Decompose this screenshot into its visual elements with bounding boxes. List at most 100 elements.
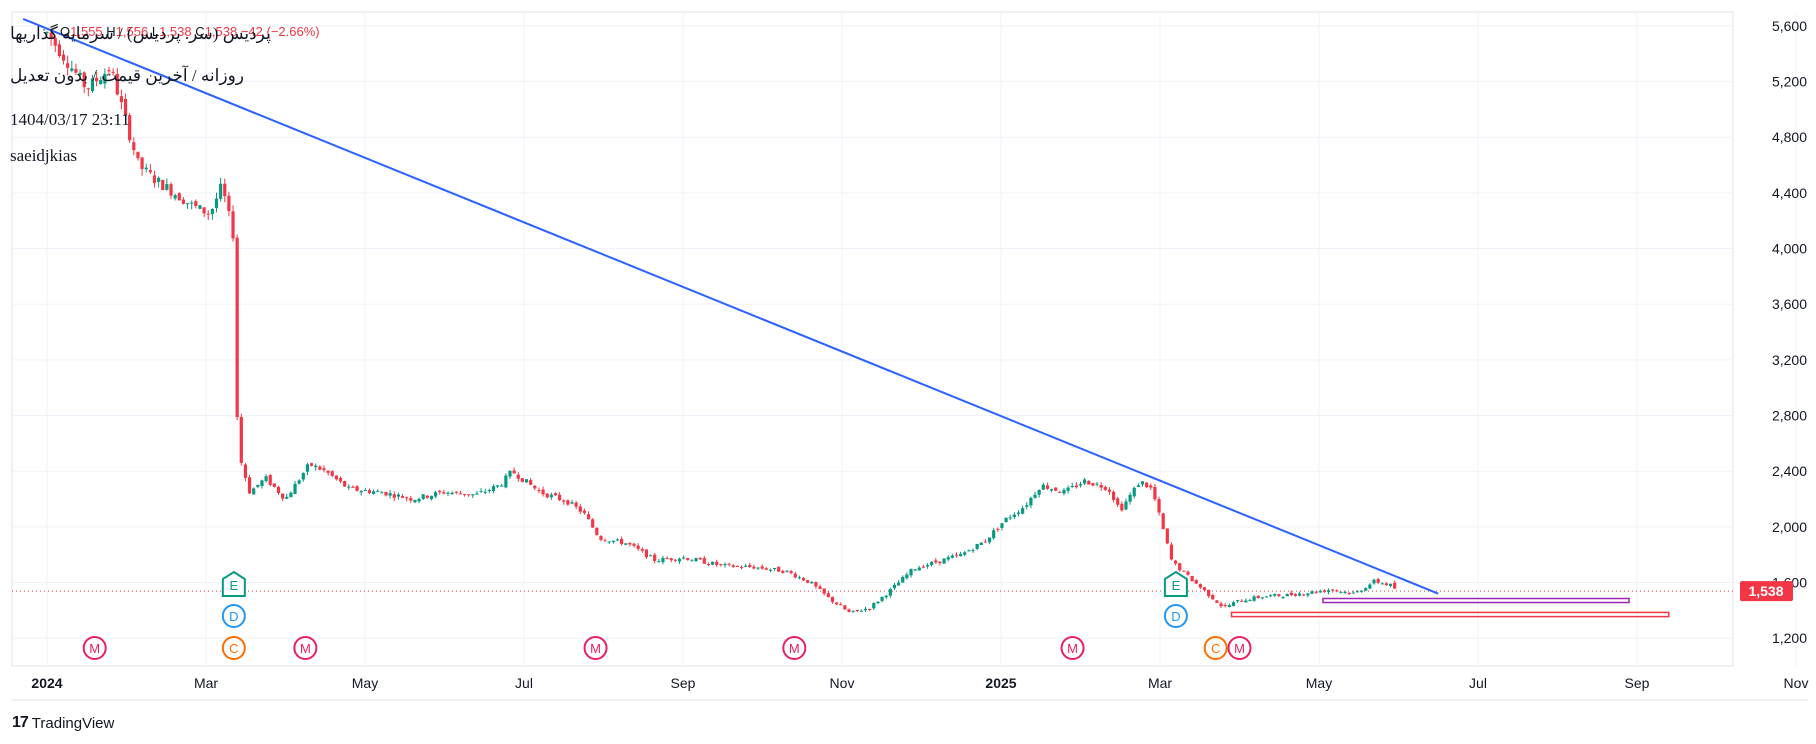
candle-body — [1298, 593, 1302, 596]
candle-body — [1215, 600, 1219, 603]
candle-body — [1376, 579, 1380, 583]
candle — [442, 489, 446, 495]
candle-body — [1388, 583, 1393, 586]
candle-body — [1198, 584, 1202, 588]
candle — [140, 156, 144, 176]
candle — [49, 31, 53, 46]
candle — [70, 60, 74, 73]
candle — [119, 89, 124, 110]
candle-body — [1016, 512, 1021, 514]
candle — [1298, 591, 1302, 597]
candle — [115, 68, 119, 96]
candle — [1058, 490, 1062, 493]
candle — [1190, 575, 1194, 582]
candle — [496, 485, 500, 489]
candle — [1310, 590, 1314, 595]
event-marker-label: M — [789, 641, 800, 656]
event-marker-d: D — [1163, 604, 1188, 628]
candle-body — [1107, 489, 1112, 492]
candle-body — [103, 73, 107, 84]
candle-body — [264, 476, 268, 482]
candle — [1285, 593, 1289, 597]
candle-body — [611, 540, 615, 543]
candle — [901, 575, 905, 583]
candle — [161, 179, 165, 191]
candle-body — [1145, 482, 1149, 488]
candle — [1273, 593, 1277, 598]
ohlc-readout: O1,555 H1,556 L1,538 C1,538 −42 (−2.66%) — [60, 24, 320, 39]
event-marker-label: E — [229, 578, 238, 593]
tradingview-brand: TradingView — [31, 714, 115, 732]
candle-body — [1157, 499, 1161, 513]
candle-body — [595, 527, 599, 535]
candle-body — [190, 202, 194, 204]
candle — [888, 587, 892, 598]
candle-body — [487, 490, 491, 492]
candle-body — [70, 68, 74, 71]
candle — [979, 542, 983, 546]
candle-body — [599, 535, 603, 540]
candle — [1248, 598, 1252, 602]
candle-body — [1182, 570, 1186, 572]
candle — [793, 571, 797, 579]
candle-body — [330, 471, 334, 476]
y-tick-label: 2,400 — [1772, 463, 1807, 479]
candle-body — [281, 493, 285, 499]
candle-body — [1343, 591, 1347, 593]
candle — [661, 555, 665, 565]
candle — [1016, 510, 1021, 517]
candle-body — [1128, 494, 1132, 502]
candle-body — [1314, 591, 1318, 593]
candle — [1004, 517, 1008, 523]
candle-body — [1111, 491, 1116, 500]
candle — [111, 68, 115, 76]
candle — [326, 470, 330, 476]
candle — [1260, 597, 1264, 600]
axes: 1,2001,6002,0002,4002,8003,2003,6004,000… — [31, 18, 1808, 691]
candle-body — [371, 491, 376, 494]
x-tick-label: May — [1306, 675, 1332, 691]
candle-body — [119, 96, 124, 103]
candle — [558, 492, 562, 502]
candle-body — [1070, 485, 1074, 487]
tradingview-logo[interactable]: 17 TradingView — [12, 714, 114, 732]
candle-body — [529, 480, 533, 485]
candle-body — [533, 485, 537, 489]
candle — [971, 548, 975, 553]
candle-body — [173, 195, 177, 199]
event-marker-label: M — [1067, 641, 1078, 656]
candle — [66, 55, 70, 76]
candle — [194, 199, 198, 209]
event-marker-m: M — [583, 636, 608, 660]
event-marker-shape — [293, 636, 318, 660]
candle-body — [1264, 596, 1269, 598]
candle — [1070, 482, 1074, 488]
trendline[interactable] — [22, 18, 1439, 595]
close-label: C — [195, 24, 205, 39]
candle — [582, 508, 587, 515]
candle-body — [57, 44, 62, 56]
candle-body — [227, 195, 231, 211]
candle-body — [797, 577, 801, 579]
candle-body — [872, 603, 876, 609]
candle-body — [1384, 583, 1389, 586]
trendline-layer[interactable] — [22, 18, 1439, 595]
x-tick-label: Nov — [1784, 675, 1809, 691]
event-marker-label: M — [1234, 641, 1245, 656]
candle — [376, 489, 380, 492]
event-marker-label: M — [300, 641, 311, 656]
candle-body — [66, 63, 70, 68]
candle — [1331, 589, 1335, 593]
candle-body — [1223, 605, 1227, 607]
candle-body — [161, 180, 165, 191]
candle-body — [318, 466, 322, 470]
candle — [785, 570, 789, 573]
candle-body — [892, 584, 897, 589]
candle-body — [148, 170, 152, 173]
candle-body — [198, 205, 202, 209]
candle-body — [876, 601, 880, 604]
candle-body — [429, 495, 434, 500]
candle — [1376, 577, 1380, 585]
candle-body — [657, 561, 661, 563]
